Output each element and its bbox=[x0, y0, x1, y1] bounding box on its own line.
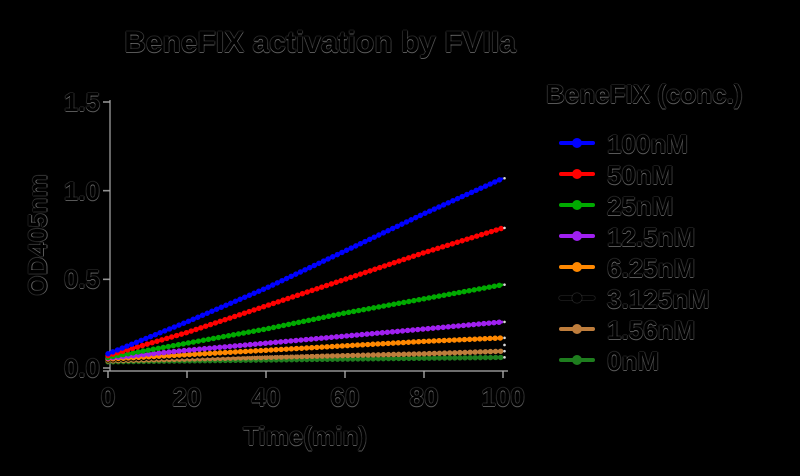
legend-label: 0nM bbox=[607, 346, 659, 376]
series-end-highlight bbox=[503, 283, 506, 286]
legend-label: 50nM bbox=[607, 160, 674, 190]
series-end-highlight bbox=[503, 176, 506, 180]
legend-label: 1.56nM bbox=[607, 315, 696, 345]
legend-marker-dot bbox=[572, 262, 582, 272]
x-tick-label: 40 bbox=[251, 382, 281, 412]
series-markers-50nM bbox=[105, 225, 506, 359]
x-tick-label: 60 bbox=[330, 382, 360, 412]
legend-label: 100nM bbox=[607, 129, 688, 159]
legend-label: 3.125nM bbox=[607, 284, 710, 314]
series-end-highlight bbox=[503, 320, 506, 324]
series-end-highlight bbox=[503, 226, 506, 230]
series-end-highlight bbox=[503, 356, 506, 359]
legend-label: 12.5nM bbox=[607, 222, 696, 252]
chart-title: BeneFIX activation by FVIIa bbox=[124, 26, 516, 59]
series-markers-100nM bbox=[105, 175, 506, 357]
series-markers-12.5nM bbox=[105, 319, 506, 361]
series-end-highlight bbox=[503, 349, 506, 353]
series-end-highlight bbox=[503, 343, 506, 347]
legend-label: 6.25nM bbox=[607, 253, 696, 283]
y-tick-label: 1.5 bbox=[63, 87, 100, 117]
legend-marker-dot bbox=[572, 200, 582, 210]
legend-marker-dot bbox=[572, 293, 582, 303]
y-tick-label: 0.0 bbox=[63, 353, 100, 383]
series-markers-25nM bbox=[105, 282, 506, 361]
legend-marker-dot bbox=[572, 355, 582, 365]
x-axis-label: Time(min) bbox=[243, 421, 367, 451]
legend-label: 25nM bbox=[607, 191, 674, 221]
legend-marker-dot bbox=[572, 324, 582, 334]
x-tick-label: 0 bbox=[100, 382, 116, 412]
x-tick-label: 100 bbox=[481, 382, 525, 412]
legend-marker-dot bbox=[572, 169, 582, 179]
x-tick-label: 80 bbox=[409, 382, 439, 412]
legend-marker-dot bbox=[572, 138, 582, 148]
x-tick-label: 20 bbox=[172, 382, 202, 412]
legend-title: BeneFIX (conc.) bbox=[546, 79, 743, 109]
y-tick-label: 0.5 bbox=[63, 264, 100, 295]
legend-marker-dot bbox=[572, 231, 582, 241]
series-markers-6.25nM bbox=[105, 335, 506, 362]
series-end-highlight bbox=[503, 336, 506, 340]
y-tick-label: 1.0 bbox=[63, 175, 100, 206]
